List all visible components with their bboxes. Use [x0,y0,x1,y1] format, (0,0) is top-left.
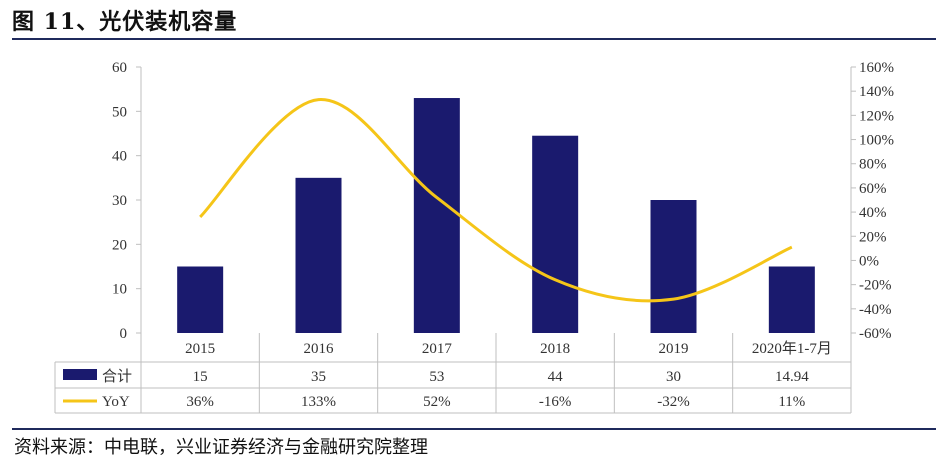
y-right-tick-label: 140% [859,84,894,100]
bar [177,266,224,333]
page-title: 图 11、光伏装机容量 [12,9,238,35]
y-right-tick-label: -40% [859,302,892,318]
axes-layer: 0 10 20 30 40 50 60 -60% -40% -20% 0% 20% 40% 60% 80% 1… [112,60,894,342]
bar [413,98,460,334]
y-right-tick-label: 80% [859,157,887,173]
y-right-tick-label: 40% [859,205,887,221]
y-right-tick-label: 160% [859,60,894,76]
y-left-tick-label: 0 [120,326,128,342]
legend-label-bars: 合计 [102,368,132,385]
source-note: 资料来源：中电联，兴业证券经济与金融研究院整理 [14,437,428,458]
data-label-bars: 14.94 [775,369,809,385]
y-right-tick-label: -20% [859,278,892,294]
y-right-tick-label: 0% [859,253,879,269]
line-layer [199,98,793,303]
footer-divider [12,428,936,430]
data-label-bars: 53 [429,369,444,385]
bar [650,200,697,333]
data-label-line: 52% [423,394,451,410]
bars-layer [177,98,815,334]
bar [532,135,579,333]
legend-label-line: YoY [102,394,130,410]
legend-swatch-bars [63,369,97,380]
bar [295,177,342,333]
y-left-tick-label: 40 [112,149,127,165]
y-right-tick-label: 60% [859,181,887,197]
data-label-line: 133% [301,394,336,410]
y-left-tick-label: 50 [112,104,127,120]
title-divider [12,38,936,40]
data-label-bars: 44 [548,369,564,385]
yoy-line [199,98,793,303]
y-right-tick-label: 120% [859,108,894,124]
y-right-tick-label: 100% [859,133,894,149]
x-tick-label: 2017 [422,341,453,357]
y-left-tick-label: 60 [112,60,127,76]
y-right-tick-label: 20% [859,229,887,245]
data-label-line: -32% [657,394,690,410]
y-left-tick-label: 10 [112,282,127,298]
x-tick-label: 2020年1-7月 [752,340,832,357]
data-label-line: 11% [778,394,805,410]
data-label-line: -16% [539,394,572,410]
bar [768,266,815,333]
x-tick-label: 2018 [540,341,570,357]
data-label-bars: 15 [193,369,208,385]
x-tick-label: 2016 [304,341,335,357]
y-left-tick-label: 30 [112,193,127,209]
data-label-line: 36% [186,394,214,410]
x-tick-label: 2019 [659,341,689,357]
data-label-bars: 30 [666,369,681,385]
y-right-tick-label: -60% [859,326,892,342]
y-left-tick-label: 20 [112,237,127,253]
data-label-bars: 35 [311,369,326,385]
x-tick-label: 2015 [185,341,215,357]
